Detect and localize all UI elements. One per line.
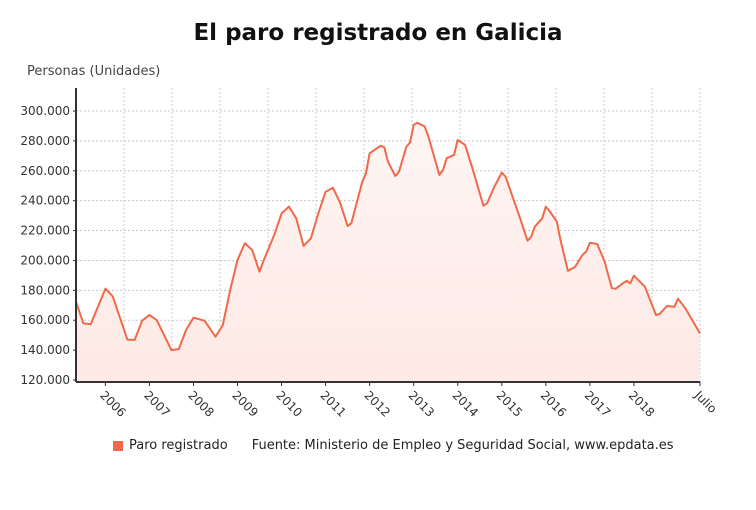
x-tick-label: 2012 xyxy=(362,388,393,419)
y-tick-label: 120.000 xyxy=(20,373,70,387)
x-tick-label: 2008 xyxy=(185,388,216,419)
y-tick-label: 160.000 xyxy=(20,313,70,327)
x-tick-label: 2011 xyxy=(317,388,348,419)
x-tick-label: 2018 xyxy=(626,388,657,419)
y-tick-label: 280.000 xyxy=(20,134,70,148)
legend-swatch xyxy=(113,440,123,451)
y-tick-label: 260.000 xyxy=(20,164,70,178)
series-line xyxy=(75,121,701,352)
y-tick-label: 240.000 xyxy=(20,194,70,208)
series-area xyxy=(76,122,700,382)
y-tick-label: 140.000 xyxy=(20,343,70,357)
chart-title: El paro registrado en Galicia xyxy=(193,20,563,46)
x-tick-label: 2007 xyxy=(141,388,172,419)
axes xyxy=(75,88,700,383)
y-tick-label: 220.000 xyxy=(20,224,70,238)
y-tick-label: 180.000 xyxy=(20,283,70,297)
x-tick-label: 2015 xyxy=(494,388,525,419)
x-tick-label: 2014 xyxy=(450,388,481,419)
x-ticks: 2006 2007 2008 2009 2010 2011 2012 2013 2014 2015… xyxy=(97,382,720,420)
x-tick-label: Julio xyxy=(691,388,719,416)
x-tick-label: 2013 xyxy=(406,388,437,419)
y-tick-label: 200.000 xyxy=(20,253,70,267)
x-tick-label: 2016 xyxy=(538,388,569,419)
x-tick-label: 2009 xyxy=(229,388,260,419)
x-tick-label: 2006 xyxy=(97,388,128,419)
legend-label: Paro registrado xyxy=(129,438,228,453)
y-ticks: 120.000 140.000 160.000 180.000 200.000 220.0… xyxy=(20,104,76,387)
y-axis-label: Personas (Unidades) xyxy=(27,64,161,79)
y-tick-label: 300.000 xyxy=(20,104,70,118)
legend: Paro registrado Fuente: Ministerio de Em… xyxy=(113,438,674,453)
x-tick-label: 2017 xyxy=(582,388,613,419)
x-tick-label: 2010 xyxy=(273,388,304,419)
source-note: Fuente: Ministerio de Empleo y Seguridad… xyxy=(251,438,674,453)
